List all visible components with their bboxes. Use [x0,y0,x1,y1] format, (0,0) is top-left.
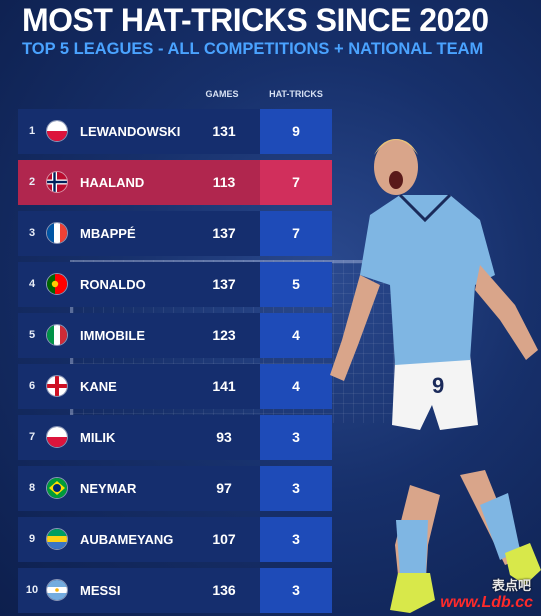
rank-number: 9 [28,533,36,545]
hat-tricks-value: 7 [260,160,332,205]
table-row: 7 MILIK 93 3 [18,415,332,460]
rank-number: 6 [28,380,36,392]
player-name: MILIK [80,430,116,445]
poland-flag-icon [46,426,68,448]
games-value: 113 [212,174,236,190]
table-row: 3 MBAPPÉ 137 7 [18,211,332,256]
games-value: 136 [212,582,236,598]
games-value: 137 [212,225,236,241]
norway-flag-icon [46,171,68,193]
gabon-flag-icon [46,528,68,550]
games-column-header: GAMES [205,89,239,99]
player-name: MBAPPÉ [80,226,136,241]
hat-tricks-value: 7 [260,211,332,256]
italy-flag-icon [46,324,68,346]
watermark-url: www.Ldb.cc [440,594,533,611]
portugal-flag-icon [46,273,68,295]
hat-tricks-value: 9 [260,109,332,154]
hat-tricks-value: 4 [260,364,332,409]
page-title: MOST HAT-TRICKS SINCE 2020 [22,2,489,38]
page-subtitle: TOP 5 LEAGUES - ALL COMPETITIONS + NATIO… [22,40,484,58]
rank-number: 5 [28,329,36,341]
games-value: 93 [216,429,232,445]
table-row: 1 LEWANDOWSKI 131 9 [18,109,332,154]
player-name: RONALDO [80,277,146,292]
brazil-flag-icon [46,477,68,499]
england-flag-icon [46,375,68,397]
shirt-number: 9 [432,373,444,398]
player-name: AUBAMEYANG [80,532,174,547]
games-value: 141 [212,378,236,394]
hat-tricks-value: 4 [260,313,332,358]
rank-number: 1 [28,125,36,137]
hat-tricks-value: 3 [260,568,332,613]
player-illustration: 9 [330,139,541,613]
player-name: NEYMAR [80,481,137,496]
argentina-flag-icon [46,579,68,601]
table-row: 9 AUBAMEYANG 107 3 [18,517,332,562]
player-name: LEWANDOWSKI [80,124,181,139]
games-value: 131 [212,123,236,139]
rank-number: 7 [28,431,36,443]
player-name: MESSI [80,583,121,598]
table-row: 10 MESSI 136 3 [18,568,332,613]
hat-tricks-value: 5 [260,262,332,307]
games-value: 97 [216,480,232,496]
rank-number: 8 [28,482,36,494]
hat-tricks-value: 3 [260,466,332,511]
rank-number: 4 [28,278,36,290]
rank-number: 10 [25,584,39,596]
table-row: 2 HAALAND 113 7 [18,160,332,205]
hat-tricks-column-header: HAT-TRICKS [269,89,323,99]
player-name: KANE [80,379,117,394]
table-row: 8 NEYMAR 97 3 [18,466,332,511]
games-value: 123 [212,327,236,343]
player-name: IMMOBILE [80,328,145,343]
hat-tricks-value: 3 [260,517,332,562]
watermark-cn: 表点吧 [491,578,531,593]
games-value: 137 [212,276,236,292]
games-value: 107 [212,531,236,547]
rank-number: 2 [28,176,36,188]
table-row: 6 KANE 141 4 [18,364,332,409]
player-name: HAALAND [80,175,145,190]
table-row: 4 RONALDO 137 5 [18,262,332,307]
hat-tricks-value: 3 [260,415,332,460]
poland-flag-icon [46,120,68,142]
table-row: 5 IMMOBILE 123 4 [18,313,332,358]
rank-number: 3 [28,227,36,239]
france-flag-icon [46,222,68,244]
